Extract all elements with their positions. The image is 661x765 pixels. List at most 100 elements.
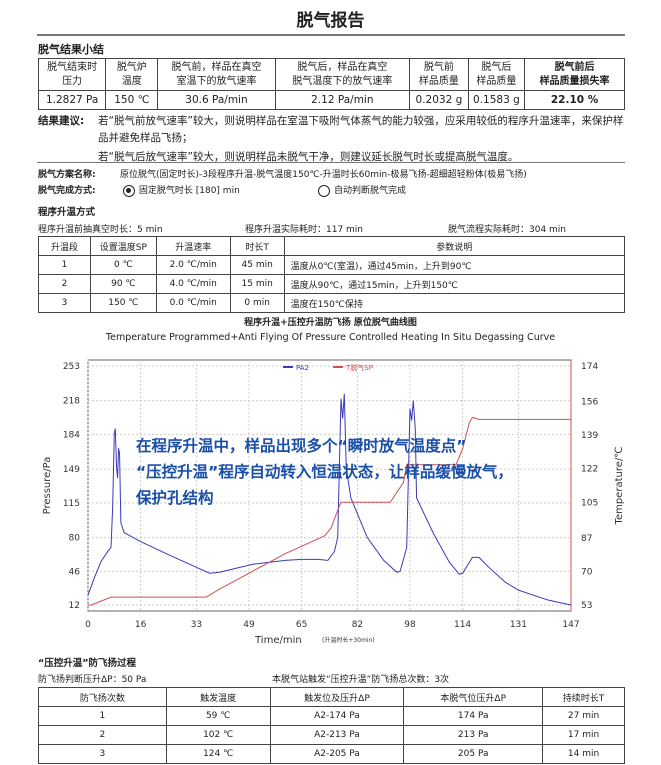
annotation-overlay: 在程序升温中，样品出现多个“瞬时放气温度点” “压控升温”程序自动转入恒温状态，… <box>136 433 513 511</box>
page-title: 脱气报告 <box>296 11 365 31</box>
table-row: 3 150 ℃ 0.0 ℃/min 0 min 温度在150℃保持 <box>38 293 626 313</box>
column-header: 参数说明 <box>283 236 626 256</box>
radio-empty-icon <box>318 184 330 197</box>
ramp-table: 升温段 设置温度SP 升温速率 时长T 参数说明 1 0 ℃ 2.0 ℃/min 45 min 温… <box>38 236 626 313</box>
table-cell: 0 min <box>229 293 285 313</box>
summary-value: 2.12 Pa/min <box>274 90 411 110</box>
column-header: 触发位及压升ΔP <box>269 687 405 707</box>
x-tick-label: 16 <box>135 620 147 630</box>
y2-tick-label: 53 <box>581 601 592 611</box>
y-axis-label: Pressure/Pa <box>42 457 53 515</box>
x-tick-label: 0 <box>85 620 91 630</box>
advice: 结果建议: 若“脱气前放气速率”较大，则说明样品在室温下吸附气体蒸气的能力较强，… <box>38 113 628 166</box>
column-header: 触发温度 <box>165 687 271 707</box>
radio-selected-icon <box>122 184 135 197</box>
y2-tick-label: 156 <box>581 398 598 408</box>
table-cell: 90 ℃ <box>89 274 157 294</box>
column-header: 设置温度SP <box>89 236 157 256</box>
scheme-value: 原位脱气(固定时长)-3段程序升温-脱气温度150℃-升温时长60min-极易飞… <box>120 170 527 180</box>
summary-value: 1.2827 Pa <box>37 90 107 110</box>
table-cell: A2-213 Pa <box>269 725 405 745</box>
y-tick-label: 184 <box>63 430 80 440</box>
column-header: 升温速率 <box>155 236 231 256</box>
table-cell: 温度在150℃保持 <box>283 293 626 313</box>
summary-header: 脱气炉 温度 <box>105 58 159 91</box>
table-cell: 温度从0℃(室温)，通过45min，上升到90℃ <box>283 255 626 275</box>
advice-line-1: 若“脱气前放气速率”较大，则说明样品在室温下吸附气体蒸气的能力较强，应采用较低的… <box>98 115 624 144</box>
column-header: 持续时长T <box>542 687 625 707</box>
y2-tick-label: 70 <box>581 567 593 577</box>
overlay-line: 保护孔结构 <box>136 489 214 507</box>
table-cell: 59 ℃ <box>165 706 271 726</box>
ramp-heading: 程序升温方式 <box>38 207 96 218</box>
legend-label: PA2 <box>296 364 309 372</box>
y-tick-label: 253 <box>63 362 80 372</box>
y2-tick-label: 139 <box>581 431 598 441</box>
table-cell: 0.0 ℃/min <box>155 293 231 313</box>
table-cell: A2-205 Pa <box>269 744 405 764</box>
table-cell: 2 <box>38 274 91 294</box>
column-header: 时长T <box>229 236 285 256</box>
table-header-row: 防飞扬次数 触发温度 触发位及压升ΔP 本脱气位压升ΔP 持续时长T <box>38 687 625 707</box>
ramp-time: 程序升温实际耗时：117 min <box>245 225 364 235</box>
y2-tick-label: 105 <box>581 498 598 508</box>
table-cell: 102 ℃ <box>165 725 271 745</box>
auto-judge-radio[interactable]: 自动判断脱气完成 <box>318 183 406 197</box>
x-tick-label: 131 <box>510 620 527 630</box>
chart-subtitle: Temperature Programmed+Anti Flying Of Pr… <box>105 332 556 343</box>
scheme-label: 脱气方案名称: <box>38 170 96 180</box>
table-cell: 温度从90℃，通过15min，上升到150℃ <box>283 274 626 294</box>
table-cell: 27 min <box>542 706 625 726</box>
y-tick-label: 218 <box>63 397 80 407</box>
table-cell: 2.0 ℃/min <box>155 255 231 275</box>
summary-value: 0.2032 g <box>409 90 469 110</box>
x-axis-label: Time/min <box>254 635 302 646</box>
table-cell: 1 <box>38 706 167 726</box>
table-cell: 3 <box>38 744 167 764</box>
total-time: 脱气流程实际耗时：304 min <box>448 225 567 235</box>
table-cell: 1 <box>38 255 91 275</box>
y2-tick-label: 122 <box>581 465 598 475</box>
summary-value: 150 ℃ <box>105 90 159 110</box>
table-row: 2 90 ℃ 4.0 ℃/min 15 min 温度从90℃，通过15min，上升到15… <box>38 274 626 294</box>
summary-header: 脱气前后 样品质量损失率 <box>524 58 625 91</box>
y2-tick-label: 87 <box>581 534 592 544</box>
table-row: 3 124 ℃ A2-205 Pa 205 Pa 14 min <box>38 744 625 764</box>
x-tick-label: 147 <box>562 620 579 630</box>
table-cell: 213 Pa <box>403 725 544 745</box>
y-tick-label: 115 <box>63 499 80 509</box>
table-cell: 150 ℃ <box>89 293 157 313</box>
column-header: 防飞扬次数 <box>38 687 167 707</box>
antifly-table: 防飞扬次数 触发温度 触发位及压升ΔP 本脱气位压升ΔP 持续时长T 1 59 ℃ A2-17… <box>38 687 625 764</box>
overlay-line: “压控升温”程序自动转入恒温状态，让样品缓慢放气， <box>136 463 513 481</box>
advice-line-2: 若“脱气后放气速率”较大，则说明样品未脱气干净，则建议延长脱气时长或提高脱气温度… <box>98 151 519 163</box>
y-tick-label: 80 <box>69 534 81 544</box>
table-row: 1 59 ℃ A2-174 Pa 174 Pa 27 min <box>38 706 625 726</box>
y2-tick-label: 174 <box>581 362 598 372</box>
x-tick-label: 82 <box>352 620 363 630</box>
antifly-count: 本脱气站触发“压控升温”防飞扬总次数：3次 <box>272 675 450 685</box>
table-header-row: 升温段 设置温度SP 升温速率 时长T 参数说明 <box>38 236 626 256</box>
completion-row: 脱气完成方式: 固定脱气时长 [180] min 自动判断脱气完成 <box>38 183 406 197</box>
x-tick-label: 49 <box>243 620 255 630</box>
table-row: 2 102 ℃ A2-213 Pa 213 Pa 17 min <box>38 725 625 745</box>
summary-header: 脱气后 样品质量 <box>467 58 526 91</box>
x-tick-label: 98 <box>404 620 416 630</box>
y-tick-label: 46 <box>69 567 81 577</box>
advice-label: 结果建议: <box>38 115 85 127</box>
table-cell: 17 min <box>542 725 625 745</box>
y2-axis-label: Temperature/℃ <box>614 447 625 526</box>
table-cell: A2-174 Pa <box>269 706 405 726</box>
column-header: 本脱气位压升ΔP <box>403 687 544 707</box>
table-cell: 14 min <box>542 744 625 764</box>
scheme-row: 脱气方案名称: 原位脱气(固定时长)-3段程序升温-脱气温度150℃-升温时长60… <box>38 167 527 180</box>
series-line-pressure <box>87 393 572 606</box>
fixed-duration-radio[interactable]: 固定脱气时长 [180] min <box>122 184 240 197</box>
divider <box>37 162 625 163</box>
table-cell: 0 ℃ <box>89 255 157 275</box>
column-header: 升温段 <box>38 236 91 256</box>
divider <box>37 34 625 36</box>
legend-label: T脱气SP <box>345 363 373 372</box>
option-label: 自动判断脱气完成 <box>334 186 407 196</box>
